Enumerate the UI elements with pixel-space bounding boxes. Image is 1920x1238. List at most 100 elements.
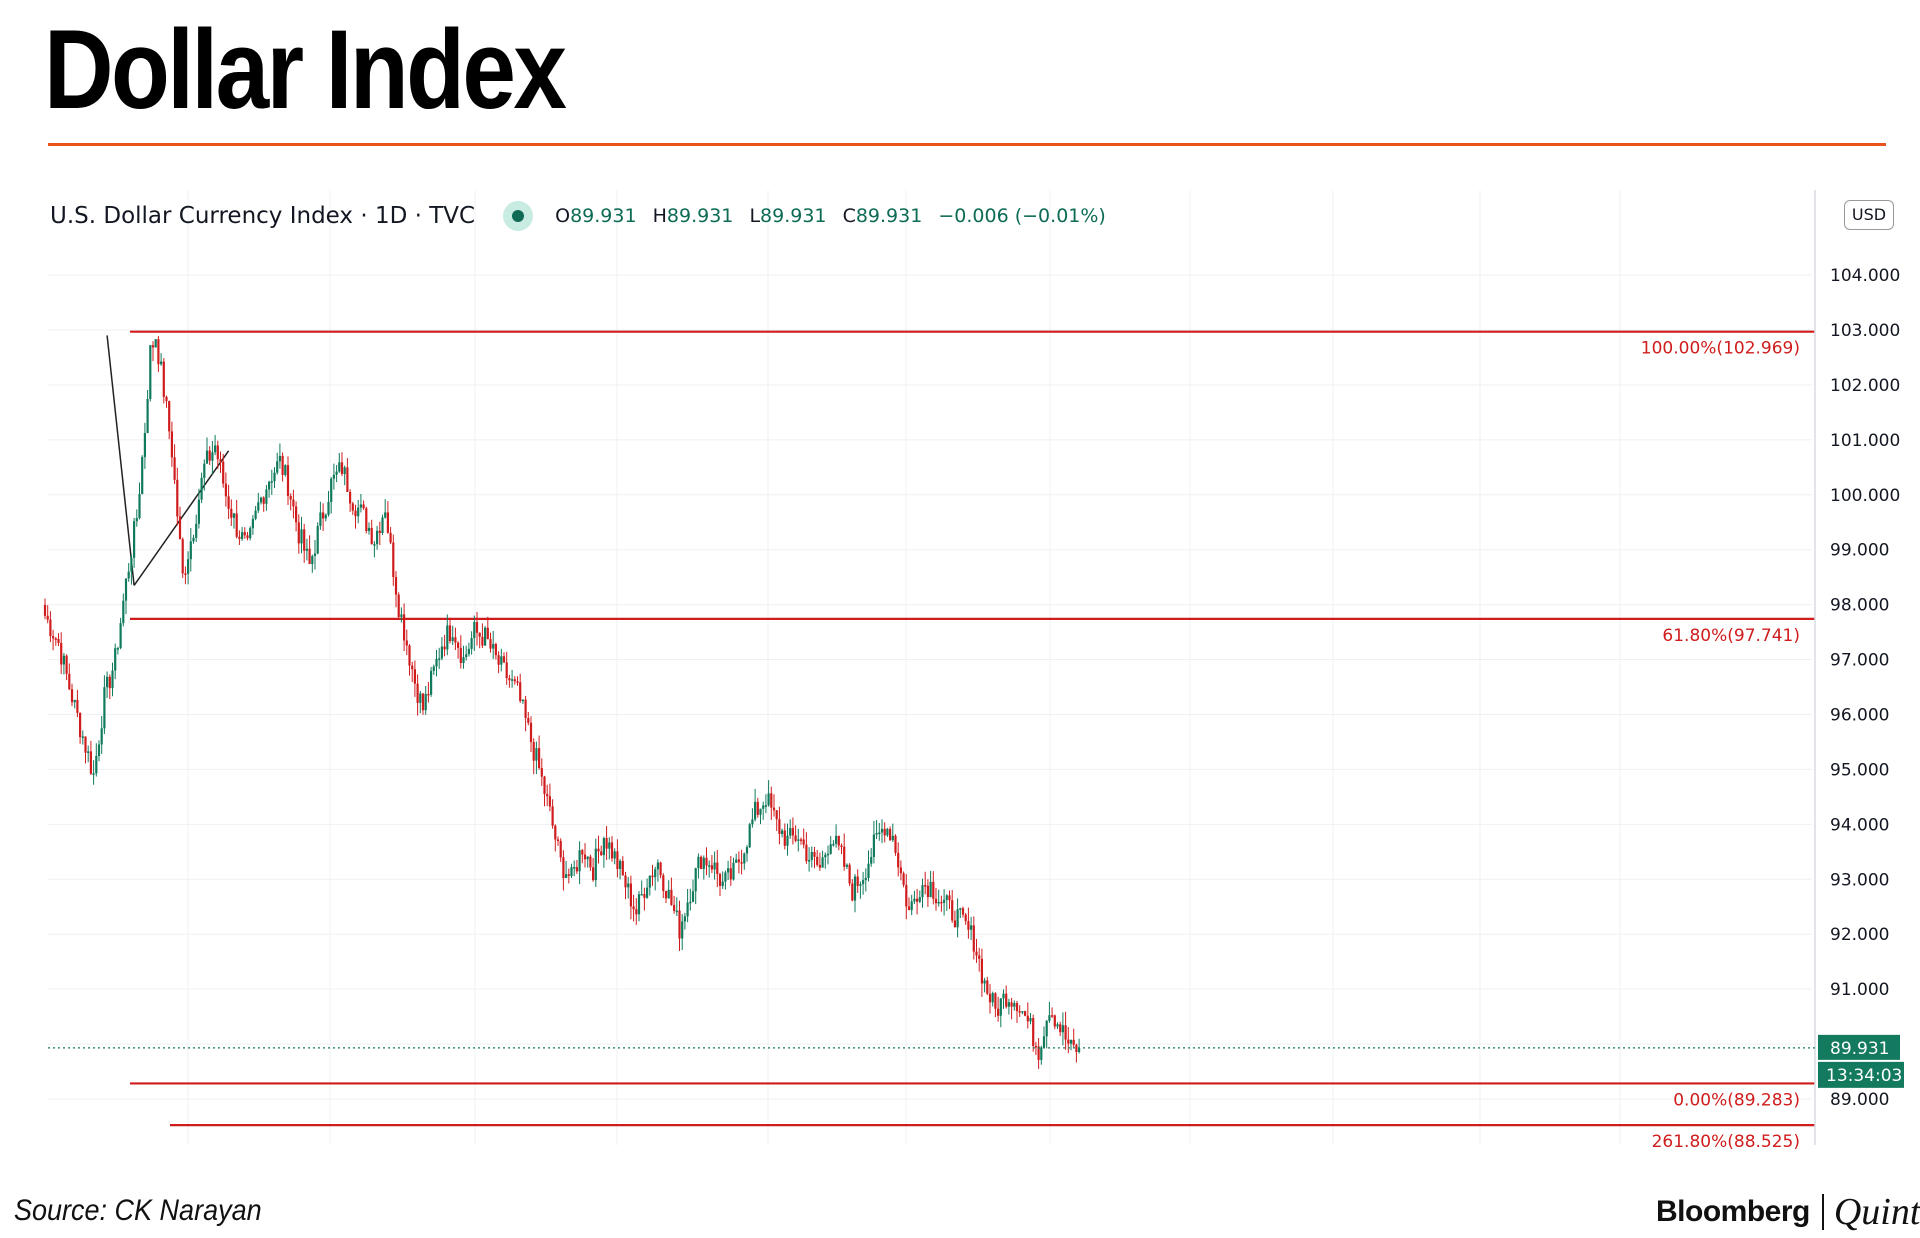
candle-body <box>813 851 816 857</box>
candle-body <box>238 536 241 539</box>
candle-body <box>197 499 200 524</box>
candle-body <box>403 614 406 641</box>
y-tick-label: 94.000 <box>1830 815 1889 835</box>
high-value: 89.931 <box>666 205 734 227</box>
source-note: Source: CK Narayan <box>14 1194 262 1227</box>
candle-body <box>68 673 71 690</box>
candle-body <box>1032 1018 1035 1046</box>
candle-body <box>551 806 554 826</box>
candle-body <box>643 894 646 898</box>
candle-body <box>543 776 546 795</box>
close-value: 89.931 <box>855 205 923 227</box>
candle-body <box>214 445 217 453</box>
candle-body <box>319 512 322 526</box>
candle-body <box>619 860 622 869</box>
candle-body <box>754 801 757 820</box>
candle-body <box>397 594 400 617</box>
candle-body <box>875 833 878 835</box>
candle-body <box>335 471 338 475</box>
candle-body <box>281 455 284 475</box>
candle-body <box>821 857 824 868</box>
candle-body <box>664 890 668 899</box>
candle-body <box>276 461 279 473</box>
candle-body <box>308 548 311 565</box>
candle-body <box>772 807 776 811</box>
candle-body <box>724 872 727 882</box>
candles <box>43 336 1081 1069</box>
candle-body <box>586 856 589 860</box>
candle-body <box>899 867 902 874</box>
candle-body <box>81 736 84 738</box>
candle-body <box>413 669 416 684</box>
candle-body <box>732 862 735 880</box>
candle-body <box>959 908 962 910</box>
candle-body <box>937 901 940 904</box>
y-tick-label: 95.000 <box>1830 760 1889 780</box>
candle-body <box>443 646 446 650</box>
candle-body <box>332 474 335 479</box>
candle-body <box>392 542 395 577</box>
candle-body <box>119 623 122 649</box>
symbol-title[interactable]: U.S. Dollar Currency Index · 1D · TVC <box>50 203 476 229</box>
open-value: 89.931 <box>570 205 637 227</box>
page-title: Dollar Index <box>44 7 567 132</box>
candle-body <box>149 345 152 399</box>
candle-body <box>313 553 317 556</box>
candle-body <box>249 528 252 539</box>
candle-body <box>527 718 530 723</box>
candle-body <box>840 845 843 848</box>
candle-body <box>89 751 92 774</box>
candle-body <box>519 682 522 702</box>
candle-body <box>176 479 179 517</box>
candle-body <box>60 642 63 665</box>
candle-body <box>178 516 182 540</box>
candle-body <box>489 639 492 649</box>
candle-body <box>400 614 403 617</box>
candle-body <box>845 864 848 867</box>
candle-body <box>346 467 349 492</box>
candle-body <box>929 881 932 898</box>
currency-button[interactable]: USD <box>1844 200 1894 230</box>
candle-body <box>181 539 184 574</box>
candle-body <box>65 655 68 674</box>
countdown-text: 13:34:03 <box>1826 1066 1902 1086</box>
candle-body <box>1013 1003 1016 1007</box>
candle-body <box>84 736 87 753</box>
candle-body <box>943 899 946 903</box>
candle-body <box>92 773 95 775</box>
candle-body <box>389 532 392 543</box>
candle-body <box>351 503 354 511</box>
candle-body <box>457 642 460 648</box>
candle-body <box>394 576 398 595</box>
candle-body <box>727 868 730 873</box>
candle-body <box>805 844 808 862</box>
candle-body <box>640 894 643 896</box>
candle-body <box>635 909 638 915</box>
candle-body <box>970 925 973 930</box>
candle-body <box>945 895 948 900</box>
candle-body <box>524 699 527 719</box>
candle-body <box>632 906 635 910</box>
candle-body <box>705 857 708 866</box>
candle-body <box>270 481 273 483</box>
candle-body <box>589 856 592 868</box>
y-tick-label: 93.000 <box>1830 870 1889 890</box>
candle-body <box>124 578 128 601</box>
y-tick-label: 102.000 <box>1830 376 1900 396</box>
candle-body <box>211 452 214 461</box>
candle-body <box>146 398 149 434</box>
candle-body <box>961 908 965 915</box>
candle-body <box>516 681 519 683</box>
y-tick-label: 99.000 <box>1830 541 1889 561</box>
candle-body <box>303 529 306 551</box>
candle-body <box>511 679 514 681</box>
candle-body <box>1015 1003 1019 1012</box>
candle-body <box>956 909 959 928</box>
candle-body <box>338 462 341 472</box>
candle-body <box>829 844 832 854</box>
chart-header: U.S. Dollar Currency Index · 1D · TVC O8… <box>50 200 1106 232</box>
candle-body <box>203 463 206 478</box>
candle-body <box>311 555 314 565</box>
candle-body <box>637 894 641 915</box>
